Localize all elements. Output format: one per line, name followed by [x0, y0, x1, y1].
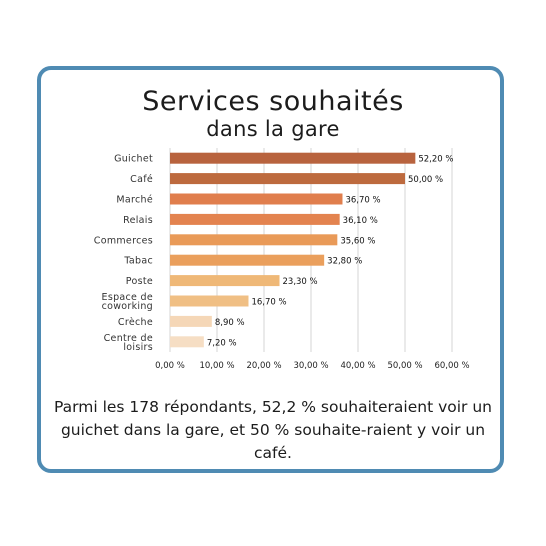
- x-tick-label: 40,00 %: [340, 361, 375, 371]
- data-label: 52,20 %: [418, 155, 453, 165]
- x-tick-label: 0,00 %: [155, 361, 185, 371]
- data-label: 23,30 %: [283, 277, 318, 287]
- category-label-line: loisirs: [123, 342, 153, 353]
- info-card: [37, 66, 504, 473]
- x-tick-label: 10,00 %: [199, 361, 234, 371]
- bar: [170, 193, 343, 205]
- bar: [170, 336, 204, 348]
- data-label: 16,70 %: [251, 298, 286, 308]
- bar: [170, 275, 280, 287]
- data-label: 50,00 %: [408, 175, 443, 185]
- category-label: Relais: [123, 215, 153, 226]
- data-label: 7,20 %: [207, 338, 237, 348]
- data-label: 35,60 %: [340, 236, 375, 246]
- chart-title: Services souhaités: [142, 86, 404, 117]
- category-label: Crèche: [118, 317, 153, 328]
- caption-text: Parmi les 178 répondants, 52,2 % souhait…: [54, 398, 492, 462]
- bar: [170, 173, 405, 185]
- x-tick-label: 50,00 %: [387, 361, 422, 371]
- x-tick-label: 20,00 %: [246, 361, 281, 371]
- bar: [170, 213, 340, 225]
- category-label: Café: [130, 174, 153, 185]
- category-label: Centre de loisirs: [104, 333, 153, 353]
- bar: [170, 254, 325, 266]
- x-tick-label: 30,00 %: [293, 361, 328, 371]
- category-label-line: Espace de: [102, 292, 153, 303]
- bar: [170, 234, 338, 246]
- category-label: Espace de coworking: [102, 292, 153, 312]
- data-label: 32,80 %: [327, 257, 362, 267]
- x-tick-label: 60,00 %: [434, 361, 469, 371]
- category-label: Tabac: [123, 256, 153, 267]
- category-label: Marché: [116, 195, 153, 206]
- chart-subtitle: dans la gare: [206, 117, 340, 141]
- category-label: Guichet: [114, 154, 153, 165]
- bar: [170, 152, 416, 164]
- bar: [170, 295, 249, 307]
- category-label: Commerces: [94, 235, 153, 246]
- data-label: 8,90 %: [215, 318, 245, 328]
- data-label: 36,10 %: [343, 216, 378, 226]
- data-label: 36,70 %: [345, 196, 380, 206]
- category-label-line: Centre de: [104, 333, 153, 344]
- category-label: Poste: [126, 276, 153, 287]
- bar: [170, 315, 212, 327]
- category-label-line: coworking: [102, 301, 153, 312]
